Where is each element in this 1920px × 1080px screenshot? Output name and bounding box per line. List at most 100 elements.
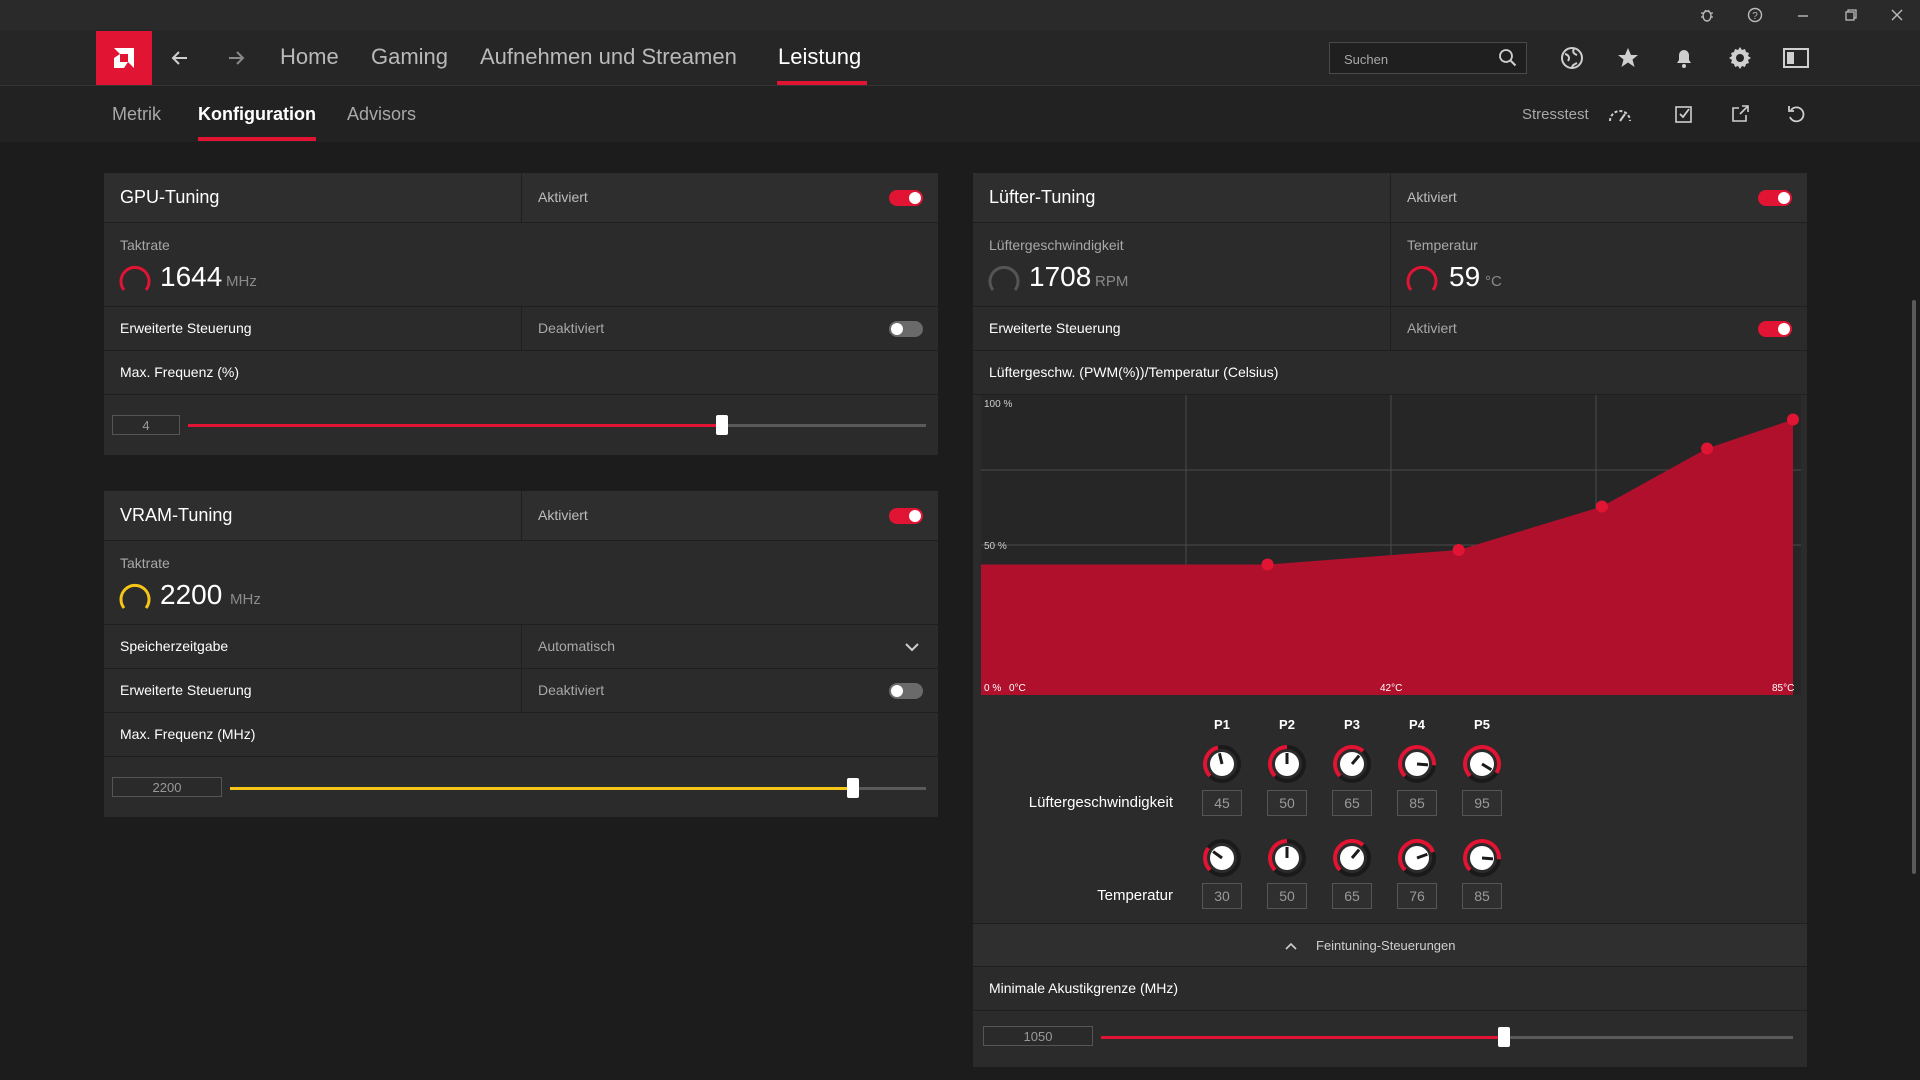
scrollbar[interactable] bbox=[1912, 300, 1916, 874]
gpu-tuning-toggle[interactable] bbox=[889, 190, 923, 206]
gear-icon[interactable] bbox=[1724, 42, 1756, 74]
sidebar-layout-icon[interactable] bbox=[1780, 42, 1812, 74]
temp-knob-p1[interactable] bbox=[1201, 837, 1243, 879]
temp-knob-p4[interactable] bbox=[1396, 837, 1438, 879]
tab-recording-streaming[interactable]: Aufnehmen und Streamen bbox=[480, 44, 737, 69]
x-tick-label-0: 0°C bbox=[1009, 683, 1026, 694]
fan-curve-point-p4[interactable] bbox=[1701, 442, 1714, 455]
fan-speed-unit: RPM bbox=[1095, 273, 1129, 290]
speed-knob-p5[interactable] bbox=[1461, 743, 1503, 785]
tab-gaming[interactable]: Gaming bbox=[371, 44, 449, 69]
bug-report-icon[interactable] bbox=[1684, 0, 1730, 30]
gpu-tuning-title: GPU-Tuning bbox=[120, 187, 220, 207]
speed-value-p1[interactable]: 45 bbox=[1202, 790, 1242, 816]
speed-value-p5[interactable]: 95 bbox=[1462, 790, 1502, 816]
speed-knob-p1[interactable] bbox=[1201, 743, 1243, 785]
fan-advanced-toggle[interactable] bbox=[1758, 321, 1792, 337]
bell-icon[interactable] bbox=[1668, 42, 1700, 74]
vram-maxfreq-slider-thumb[interactable] bbox=[846, 778, 859, 798]
fan-tuning-panel: Lüfter-Tuning Aktiviert Lüftergeschwindi… bbox=[973, 173, 1807, 1067]
amd-logo[interactable] bbox=[96, 31, 152, 85]
temp-value-p2[interactable]: 50 bbox=[1267, 883, 1307, 909]
export-icon[interactable] bbox=[1726, 100, 1754, 128]
vram-clock-gauge-icon bbox=[119, 583, 151, 609]
y-tick-label-0: 0 % bbox=[984, 683, 1001, 694]
tab-advisors[interactable]: Advisors bbox=[347, 104, 417, 124]
vram-tuning-state: Aktiviert bbox=[538, 507, 588, 523]
temp-knob-p3[interactable] bbox=[1331, 837, 1373, 879]
temp-value-p5[interactable]: 85 bbox=[1462, 883, 1502, 909]
fan-curve-title: Lüftergeschw. (PWM(%))/Temperatur (Celsi… bbox=[989, 364, 1279, 380]
apply-checklist-icon[interactable] bbox=[1670, 100, 1698, 128]
gpu-maxfreq-value[interactable]: 4 bbox=[112, 415, 180, 435]
speed-value-p4[interactable]: 85 bbox=[1397, 790, 1437, 816]
fine-tuning-label[interactable]: Feintuning-Steuerungen bbox=[1316, 938, 1456, 953]
fan-curve-point-p1[interactable] bbox=[1261, 558, 1274, 571]
fan-tuning-title: Lüfter-Tuning bbox=[989, 187, 1096, 207]
vram-advanced-label: Erweiterte Steuerung bbox=[120, 682, 252, 698]
x-tick-label-85: 85°C bbox=[1772, 683, 1794, 694]
fan-tuning-state: Aktiviert bbox=[1407, 189, 1457, 205]
tab-performance[interactable]: Leistung bbox=[778, 44, 862, 69]
min-acoustic-slider-thumb[interactable] bbox=[1498, 1027, 1511, 1047]
temperature-label: Temperatur bbox=[1407, 237, 1478, 253]
memory-timing-row[interactable]: Speicherzeitgabe Automatisch bbox=[104, 625, 938, 669]
speed-value-p3[interactable]: 65 bbox=[1332, 790, 1372, 816]
temp-value-p4[interactable]: 76 bbox=[1397, 883, 1437, 909]
gpu-maxfreq-label: Max. Frequenz (%) bbox=[120, 364, 240, 380]
gpu-maxfreq-slider-thumb[interactable] bbox=[716, 415, 729, 435]
minimize-icon[interactable] bbox=[1780, 0, 1826, 30]
point-header-p5: P5 bbox=[1474, 717, 1490, 732]
gpu-advanced-toggle[interactable] bbox=[889, 321, 923, 337]
vram-maxfreq-slider[interactable] bbox=[230, 778, 926, 798]
temp-value-p3[interactable]: 65 bbox=[1332, 883, 1372, 909]
temperature-unit: °C bbox=[1485, 273, 1502, 290]
fan-curve-points[interactable] bbox=[1261, 413, 1799, 571]
gpu-maxfreq-slider[interactable] bbox=[188, 415, 926, 435]
forward-arrow-icon[interactable] bbox=[220, 42, 252, 74]
chevron-up-icon[interactable] bbox=[1283, 938, 1299, 954]
fan-curve-point-p2[interactable] bbox=[1452, 544, 1465, 556]
gpu-clock-gauge-icon bbox=[119, 265, 151, 291]
search-box[interactable] bbox=[1329, 42, 1527, 74]
x-tick-label-42: 42°C bbox=[1380, 683, 1402, 694]
vram-advanced-toggle[interactable] bbox=[889, 683, 923, 699]
speed-knob-p3[interactable] bbox=[1331, 743, 1373, 785]
stresstest-gauge-icon[interactable] bbox=[1606, 100, 1634, 128]
sub-navigation: Metrik Konfiguration Advisors Stresstest bbox=[0, 86, 1920, 142]
tab-configuration[interactable]: Konfiguration bbox=[198, 104, 316, 124]
fine-tuning-toggle-row[interactable]: Feintuning-Steuerungen bbox=[973, 923, 1807, 967]
temp-knob-p2[interactable] bbox=[1266, 837, 1308, 879]
fan-status-row: Lüftergeschwindigkeit 1708 RPM Temperatu… bbox=[973, 223, 1807, 307]
fan-curve-point-p5[interactable] bbox=[1787, 413, 1799, 426]
speed-knob-p4[interactable] bbox=[1396, 743, 1438, 785]
star-icon[interactable] bbox=[1612, 42, 1644, 74]
memory-timing-select[interactable]: Automatisch bbox=[538, 638, 616, 654]
tab-metrics[interactable]: Metrik bbox=[112, 104, 161, 124]
vram-tuning-toggle[interactable] bbox=[889, 508, 923, 524]
globe-icon[interactable] bbox=[1556, 42, 1588, 74]
close-icon[interactable] bbox=[1874, 0, 1920, 30]
temp-knob-p5[interactable] bbox=[1461, 837, 1503, 879]
search-input[interactable] bbox=[1342, 47, 1496, 71]
reset-icon[interactable] bbox=[1782, 100, 1810, 128]
gpu-maxfreq-slider-fill bbox=[188, 424, 723, 427]
search-icon[interactable] bbox=[1498, 48, 1518, 68]
back-arrow-icon[interactable] bbox=[164, 42, 196, 74]
temp-value-p1[interactable]: 30 bbox=[1202, 883, 1242, 909]
restore-icon[interactable] bbox=[1828, 0, 1874, 30]
stresstest-label[interactable]: Stresstest bbox=[1522, 106, 1589, 123]
speed-value-p2[interactable]: 50 bbox=[1267, 790, 1307, 816]
tab-home[interactable]: Home bbox=[280, 44, 339, 69]
vram-maxfreq-value[interactable]: 2200 bbox=[112, 777, 222, 797]
min-acoustic-slider[interactable] bbox=[1101, 1027, 1793, 1047]
fan-curve-chart[interactable]: 100 % 50 % 0 % 0°C 42°C 85°C bbox=[981, 395, 1801, 695]
fan-tuning-toggle[interactable] bbox=[1758, 190, 1792, 206]
help-icon[interactable]: ? bbox=[1732, 0, 1778, 30]
vram-advanced-state: Deaktiviert bbox=[538, 682, 605, 698]
gpu-clock-unit: MHz bbox=[226, 273, 257, 290]
chevron-down-icon[interactable] bbox=[902, 637, 922, 657]
speed-knob-p2[interactable] bbox=[1266, 743, 1308, 785]
fan-curve-point-p3[interactable] bbox=[1595, 500, 1608, 513]
min-acoustic-value[interactable]: 1050 bbox=[983, 1026, 1093, 1046]
